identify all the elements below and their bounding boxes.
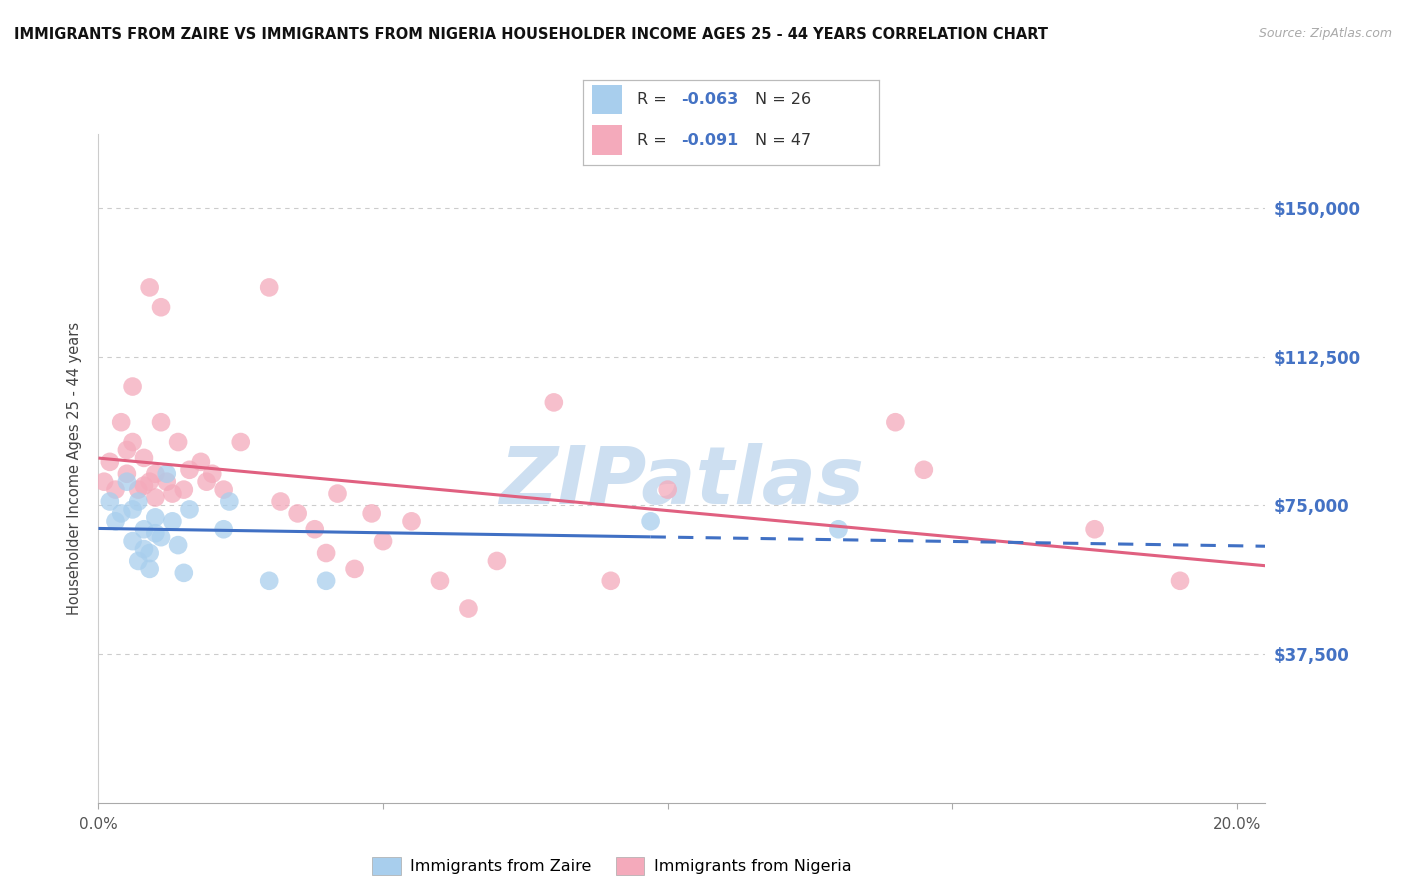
Y-axis label: Householder Income Ages 25 - 44 years: Householder Income Ages 25 - 44 years [67,322,83,615]
Point [132,450,155,465]
Point [156,467,179,481]
Point [98,494,121,508]
Point [287,507,309,521]
Point [1084,522,1107,536]
Point [360,507,382,521]
Point [150,300,173,314]
Point [1168,574,1191,588]
Point [179,502,201,516]
Point [110,415,132,429]
Point [167,435,190,450]
Point [485,554,508,568]
Point [270,494,292,508]
Text: N = 26: N = 26 [755,92,811,107]
Point [401,514,423,528]
Point [127,554,149,568]
Point [115,442,138,457]
Point [371,534,394,549]
Point [162,486,184,500]
Point [218,494,240,508]
Point [195,475,218,489]
Point [115,475,138,489]
Point [167,538,190,552]
Point [138,475,160,489]
Point [98,455,121,469]
Point [132,522,155,536]
Point [156,475,179,489]
Point [127,483,149,497]
Point [104,514,127,528]
Text: -0.063: -0.063 [681,92,738,107]
Point [257,574,280,588]
Point [150,530,173,544]
Point [173,566,195,580]
Point [343,562,366,576]
Point [138,280,160,294]
Point [121,435,143,450]
Point [121,534,143,549]
FancyBboxPatch shape [592,125,621,155]
Point [115,467,138,481]
Point [143,510,166,524]
Point [257,280,280,294]
Point [173,483,195,497]
Point [143,491,166,505]
Text: IMMIGRANTS FROM ZAIRE VS IMMIGRANTS FROM NIGERIA HOUSEHOLDER INCOME AGES 25 - 44: IMMIGRANTS FROM ZAIRE VS IMMIGRANTS FROM… [14,27,1047,42]
Point [315,546,337,560]
Point [132,478,155,492]
Point [229,435,252,450]
Point [884,415,907,429]
Point [121,502,143,516]
Point [457,601,479,615]
Point [599,574,621,588]
Point [138,562,160,576]
Point [121,379,143,393]
Legend: Immigrants from Zaire, Immigrants from Nigeria: Immigrants from Zaire, Immigrants from N… [366,851,858,882]
Text: Source: ZipAtlas.com: Source: ZipAtlas.com [1258,27,1392,40]
Point [150,415,173,429]
Point [93,475,115,489]
Point [127,494,149,508]
FancyBboxPatch shape [592,85,621,114]
Point [326,486,349,500]
Point [143,467,166,481]
Point [827,522,849,536]
Point [912,463,935,477]
Point [104,483,127,497]
Point [212,522,235,536]
Point [212,483,235,497]
Point [162,514,184,528]
Text: R =: R = [637,133,672,147]
Point [201,467,224,481]
Point [179,463,201,477]
Point [315,574,337,588]
Point [143,526,166,541]
Point [110,507,132,521]
Text: N = 47: N = 47 [755,133,811,147]
Text: ZIPatlas: ZIPatlas [499,442,865,521]
Point [132,542,155,557]
Point [304,522,326,536]
Point [429,574,451,588]
Point [543,395,565,409]
Point [138,546,160,560]
Point [190,455,212,469]
Point [657,483,679,497]
Point [640,514,662,528]
Text: R =: R = [637,92,672,107]
Text: -0.091: -0.091 [681,133,738,147]
